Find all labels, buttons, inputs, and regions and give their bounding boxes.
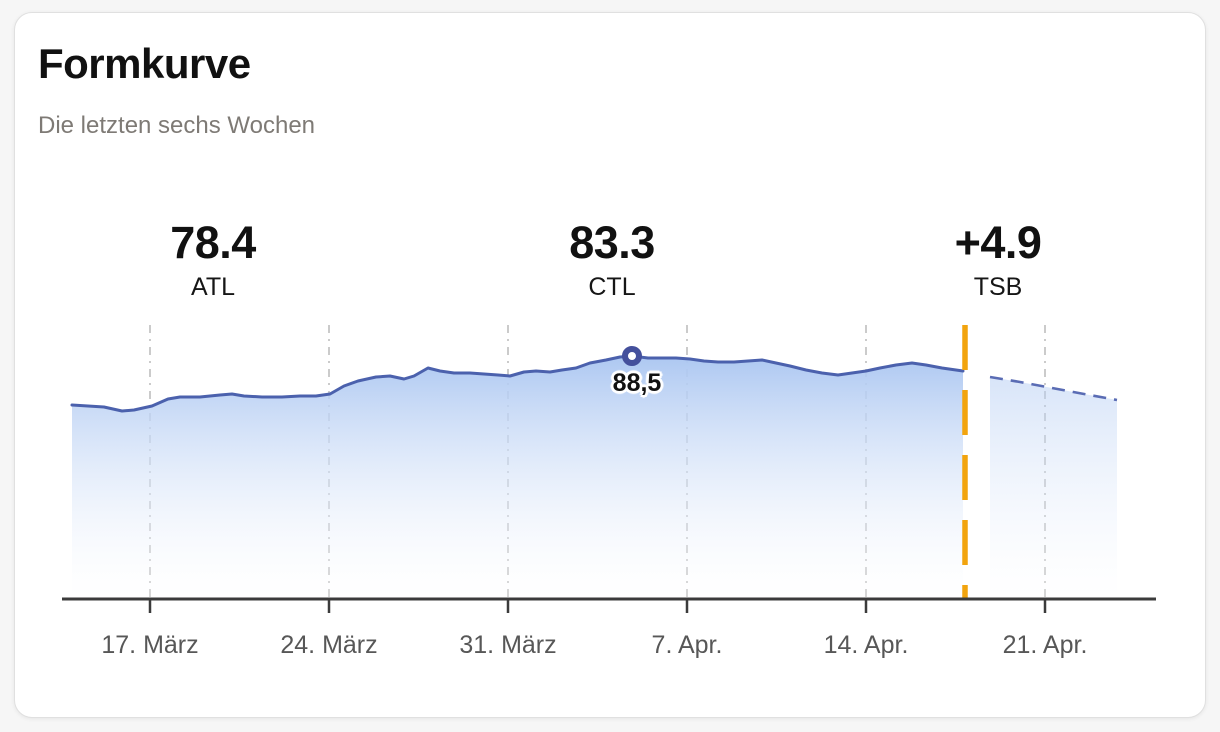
stat-tsb: +4.9 TSB	[955, 218, 1042, 302]
stat-atl-label: ATL	[191, 272, 235, 301]
x-axis-label: 31. März	[459, 631, 557, 659]
x-axis-label: 14. Apr.	[823, 631, 909, 659]
stat-atl: 78.4 ATL	[170, 218, 256, 302]
x-axis-label: 7. Apr.	[651, 631, 723, 659]
stat-tsb-label: TSB	[973, 272, 1023, 301]
stat-tsb-value: +4.9	[954, 217, 1042, 268]
x-axis-line	[62, 597, 1156, 613]
page-title: Formkurve	[38, 40, 251, 87]
page-subtitle: Die letzten sechs Wochen	[38, 112, 316, 139]
x-axis-label: 21. Apr.	[1002, 631, 1088, 659]
stat-ctl-label: CTL	[588, 272, 636, 301]
stat-ctl-value: 83.3	[569, 217, 655, 268]
x-axis-label: 17. März	[101, 631, 199, 659]
highlight-point[interactable]	[622, 346, 642, 366]
stat-ctl: 83.3 CTL	[569, 218, 655, 302]
highlight-point-label: 88,5	[612, 369, 662, 397]
x-axis-label: 24. März	[280, 631, 378, 659]
series-observed	[70, 354, 965, 598]
stat-atl-value: 78.4	[170, 217, 256, 268]
series-forecast	[989, 375, 1118, 598]
